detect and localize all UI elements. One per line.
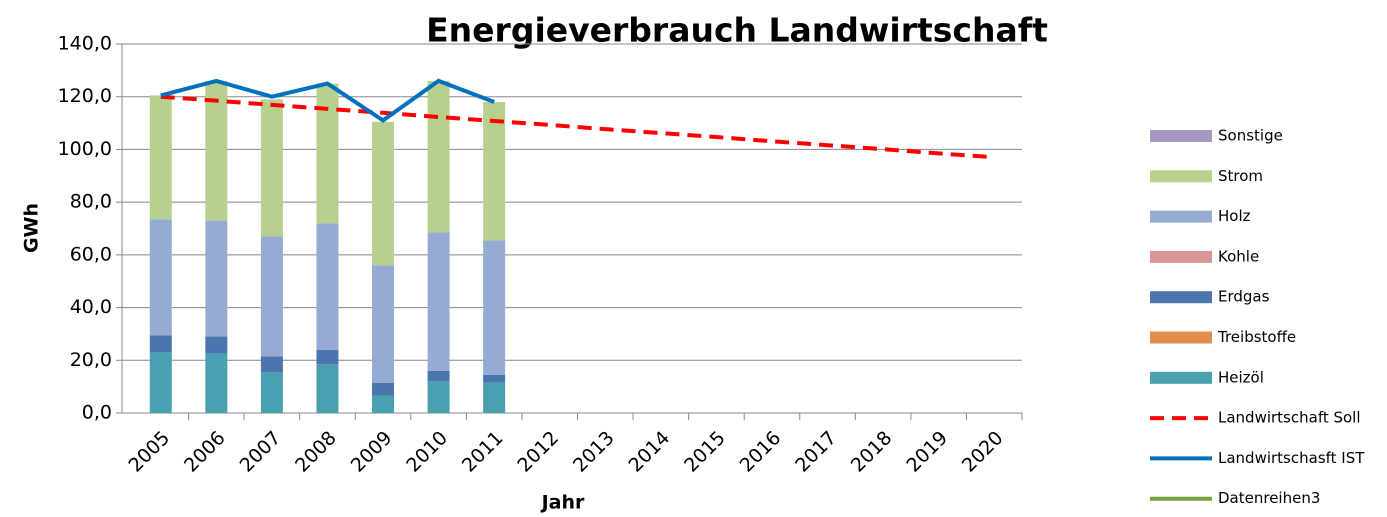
bar-segment — [260, 236, 283, 357]
bar-segment — [483, 382, 506, 413]
bar-segment — [483, 240, 506, 375]
legend-label: Heizöl — [1218, 368, 1264, 386]
legend-label: Landwirtschasft IST — [1218, 449, 1365, 467]
x-tick-label: 2009 — [347, 427, 397, 477]
bar-segment — [427, 381, 450, 413]
y-tick-label: 20,0 — [70, 349, 112, 371]
x-tick-label: 2015 — [680, 427, 730, 477]
bar-segment — [372, 395, 395, 413]
bar-segment — [372, 265, 395, 383]
x-tick-label: 2005 — [124, 427, 174, 477]
y-tick-label: 140,0 — [58, 33, 112, 55]
bar-segment — [205, 336, 228, 354]
x-tick-label: 2008 — [291, 427, 341, 477]
legend-swatch — [1150, 371, 1212, 384]
x-tick-label: 2010 — [402, 427, 452, 477]
bar-segment — [483, 101, 506, 241]
x-tick-label: 2020 — [958, 427, 1008, 477]
x-tick-label: 2014 — [625, 427, 675, 477]
chart-title: Energieverbrauch Landwirtschaft — [426, 11, 1048, 50]
y-axis-label: GWh — [21, 203, 43, 253]
y-tick-label: 100,0 — [58, 138, 112, 160]
legend-label: Sonstige — [1218, 127, 1283, 145]
x-tick-label: 2013 — [569, 427, 619, 477]
legend-swatch — [1150, 130, 1212, 142]
bar-segment — [427, 232, 450, 371]
legend-swatch — [1150, 291, 1212, 304]
bar-segment — [316, 223, 339, 350]
legend-swatch — [1150, 331, 1212, 344]
bar-segment — [316, 83, 339, 224]
x-tick-label: 2017 — [791, 427, 841, 477]
legend-label: Holz — [1218, 207, 1251, 225]
bar-segment — [316, 349, 339, 365]
legend-label: Kohle — [1218, 247, 1259, 265]
bar-segment — [427, 80, 450, 233]
bar-segment — [205, 80, 228, 221]
bar-segment — [149, 352, 172, 413]
bar-segment — [316, 364, 339, 413]
bar-segment — [260, 372, 283, 413]
x-tick-label: 2018 — [847, 427, 897, 477]
y-tick-label: 80,0 — [70, 191, 112, 213]
legend-swatch — [1150, 250, 1212, 263]
line — [160, 94, 995, 160]
bar-segment — [483, 374, 506, 383]
x-tick-label: 2012 — [513, 427, 563, 477]
legend-label: Strom — [1218, 167, 1263, 185]
x-tick-label: 2019 — [902, 427, 952, 477]
legend-swatch — [1150, 170, 1212, 183]
bar-segment — [260, 99, 283, 237]
legend-label: Datenreihen3 — [1218, 489, 1320, 507]
legend-label: Erdgas — [1218, 288, 1270, 306]
legend-swatch — [1150, 210, 1212, 223]
bar-segment — [372, 382, 395, 396]
y-tick-label: 60,0 — [70, 243, 112, 265]
bar-segment — [205, 220, 228, 337]
y-tick-label: 0,0 — [82, 402, 112, 424]
line — [160, 78, 495, 123]
bar-segment — [372, 121, 395, 266]
x-tick-label: 2007 — [236, 427, 286, 477]
x-tick-label: 2011 — [458, 427, 508, 477]
legend-label: Landwirtschaft Soll — [1218, 409, 1361, 427]
y-tick-label: 120,0 — [58, 85, 112, 107]
bar-segment — [149, 219, 172, 336]
bar-segment — [260, 356, 283, 373]
y-tick-label: 40,0 — [70, 296, 112, 318]
bar-segment — [149, 335, 172, 353]
bar-segment — [149, 95, 172, 220]
bar-segment — [427, 370, 450, 382]
x-tick-label: 2016 — [736, 427, 786, 477]
x-tick-label: 2006 — [180, 427, 230, 477]
bar-segment — [205, 353, 228, 413]
x-axis-label: Jahr — [540, 492, 585, 514]
legend-label: Treibstoffe — [1217, 328, 1296, 346]
